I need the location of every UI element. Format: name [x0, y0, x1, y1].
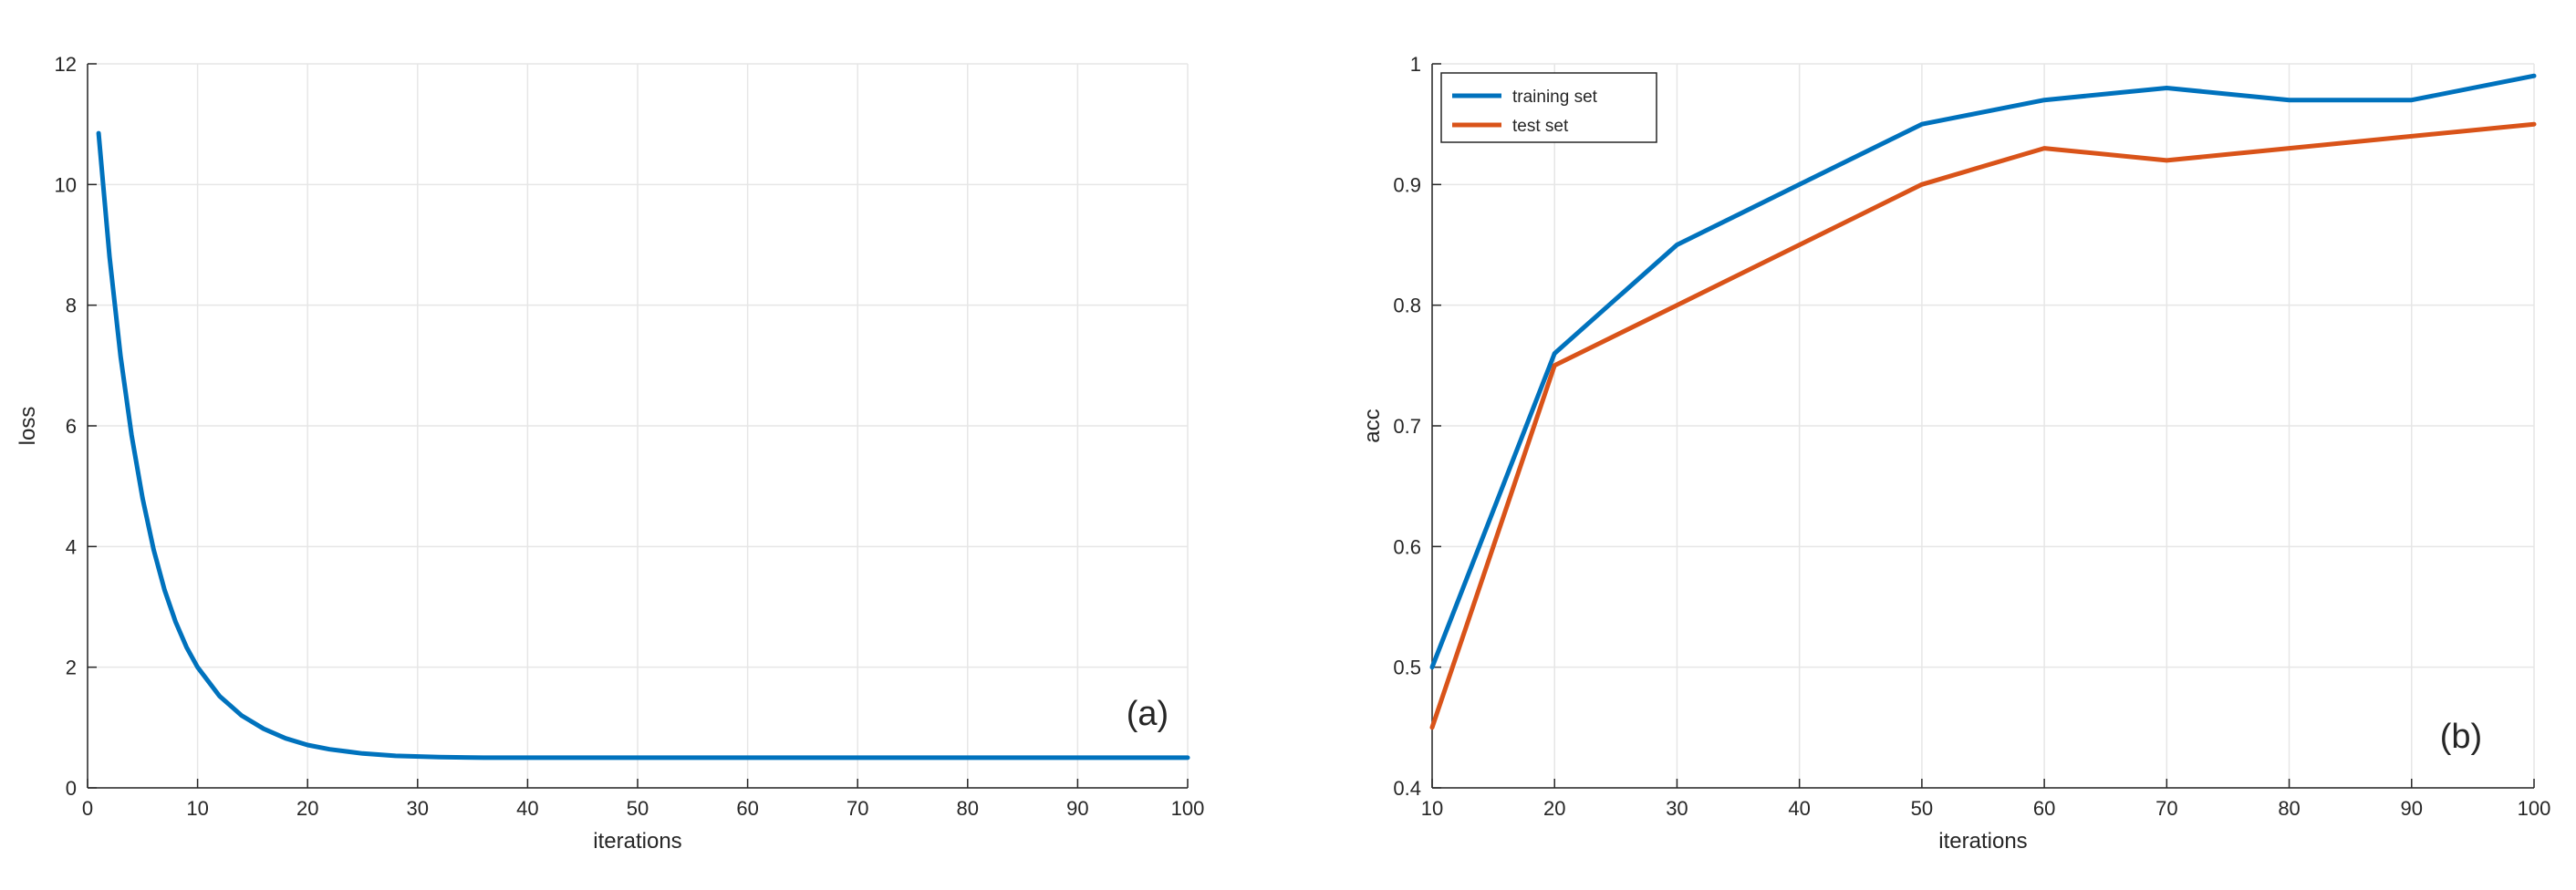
- loss-y-tick-label: 10: [55, 173, 77, 196]
- acc-x-tick-label: 20: [1543, 797, 1565, 820]
- acc-x-tick-label: 60: [2033, 797, 2055, 820]
- acc-x-tick-label: 70: [2155, 797, 2177, 820]
- acc-y-tick-label: 0.4: [1393, 777, 1421, 800]
- loss-panel-label: (a): [1127, 695, 1169, 733]
- acc-panel-label: (b): [2440, 718, 2482, 756]
- acc-y-tick-label: 0.9: [1393, 173, 1421, 196]
- loss-y-tick-label: 2: [66, 657, 77, 679]
- acc-x-axis-label: iterations: [1938, 829, 2027, 854]
- acc-x-tick-label: 30: [1666, 797, 1688, 820]
- loss-x-axis-label: iterations: [593, 829, 681, 854]
- acc-y-tick-label: 0.7: [1393, 415, 1421, 438]
- acc-x-tick-label: 10: [1421, 797, 1443, 820]
- loss-x-tick-label: 30: [407, 797, 429, 820]
- loss-x-tick-label: 50: [627, 797, 649, 820]
- accuracy-chart: 10 20 30 40 50 60 70 80 90 100 0.4 0.5 0.6 0.7 0.8 0.9 1…: [1360, 53, 2550, 854]
- loss-y-tick-label: 4: [66, 535, 77, 558]
- loss-x-tick-label: 10: [186, 797, 208, 820]
- acc-x-tick-label: 80: [2278, 797, 2300, 820]
- loss-x-tick-label: 70: [847, 797, 868, 820]
- loss-x-tick-label: 40: [516, 797, 538, 820]
- loss-x-tick-label: 60: [736, 797, 758, 820]
- acc-x-tick-label: 100: [2518, 797, 2551, 820]
- loss-y-tick-label: 8: [66, 295, 77, 317]
- acc-y-tick-label: 0.6: [1393, 535, 1421, 558]
- acc-x-tick-label: 90: [2401, 797, 2423, 820]
- loss-x-tick-label: 0: [82, 797, 93, 820]
- legend-label-training-set: training set: [1512, 88, 1598, 107]
- loss-x-tick-label: 100: [1171, 797, 1205, 820]
- test-set-line: [1429, 121, 2537, 730]
- acc-y-tick-label: 1: [1410, 53, 1421, 76]
- loss-y-axis-label: loss: [16, 407, 40, 446]
- loss-y-tick-label: 12: [55, 53, 77, 76]
- loss-x-tick-label: 20: [296, 797, 318, 820]
- loss-x-tick-label: 90: [1066, 797, 1088, 820]
- loss-y-tick-label: 6: [66, 415, 77, 438]
- legend-box: [1440, 72, 1657, 143]
- loss-y-tick-label: 0: [66, 777, 77, 800]
- acc-x-tick-label: 40: [1788, 797, 1810, 820]
- acc-y-axis-label: acc: [1360, 409, 1385, 442]
- loss-chart: 0 10 20 30 40 50 60 70 80 90 100 0 2 4 6 8 10 12 iteration…: [16, 53, 1204, 854]
- acc-y-tick-label: 0.5: [1393, 657, 1421, 679]
- acc-y-tick-label: 0.8: [1393, 295, 1421, 317]
- loss-line: [96, 130, 1190, 761]
- legend-label-test-set: test set: [1512, 117, 1569, 136]
- training-set-line: [1429, 73, 2537, 670]
- loss-x-tick-label: 80: [957, 797, 979, 820]
- acc-x-tick-label: 50: [1911, 797, 1933, 820]
